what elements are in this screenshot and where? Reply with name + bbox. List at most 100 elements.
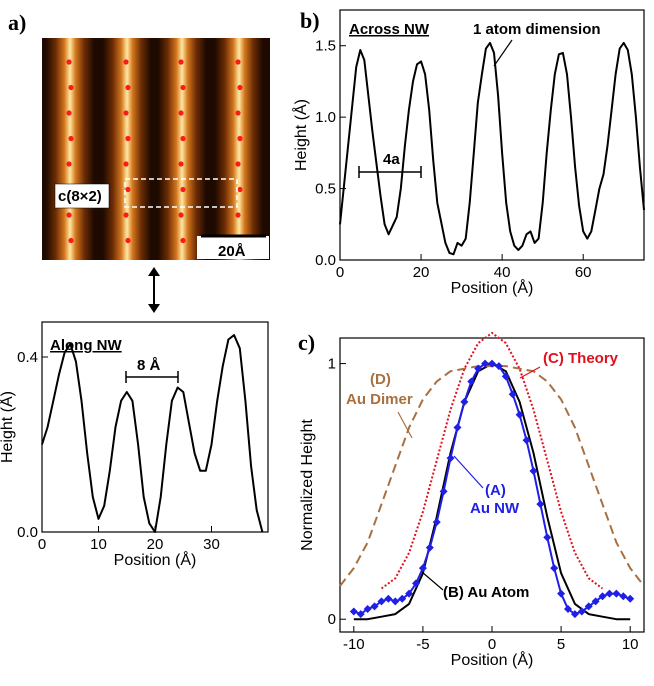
atom-dot	[180, 186, 186, 193]
x-tick-label: 5	[557, 636, 565, 653]
double-arrow-icon	[148, 267, 160, 313]
y-tick-label: 1.5	[315, 38, 336, 55]
data-marker	[432, 518, 441, 527]
atom-dot	[66, 110, 72, 116]
bracket-8a	[125, 371, 179, 383]
data-marker	[398, 594, 407, 603]
legend-nw: Au NW	[470, 500, 520, 517]
legend-nw-pointer	[453, 455, 484, 489]
data-marker	[370, 602, 379, 611]
data-marker	[598, 592, 607, 601]
annotation-along-nw: Along NW	[50, 337, 122, 354]
data-marker	[591, 597, 600, 606]
annotation-4a: 4a	[383, 151, 400, 168]
superstructure-label-box	[54, 183, 110, 209]
data-marker	[481, 359, 490, 368]
x-axis-label: Position (Å)	[451, 278, 534, 297]
atom-dot	[66, 212, 72, 218]
x-tick-label: 20	[147, 536, 164, 553]
annotation-pointer-line	[493, 39, 513, 67]
data-marker	[439, 487, 448, 496]
panel-label-b: b)	[300, 8, 320, 33]
atom-dot	[237, 84, 243, 91]
x-tick-label: -10	[343, 636, 365, 653]
stm-stripe	[215, 38, 263, 260]
atom-dot	[178, 212, 184, 218]
atom-dot	[68, 84, 74, 91]
atom-dot	[123, 110, 129, 116]
data-marker	[356, 610, 365, 619]
x-tick-label: 10	[622, 636, 639, 653]
stm-stripe	[46, 38, 94, 260]
annotation-8a: 8 Å	[137, 357, 161, 374]
legend-dimer-pointer	[397, 411, 413, 439]
x-tick-label: 0	[336, 264, 344, 281]
scale-bar-label: 20Å	[218, 243, 246, 260]
data-marker	[612, 589, 621, 598]
bracket-4a	[358, 166, 422, 178]
y-tick-label: 1.0	[315, 109, 336, 126]
superstructure-label: c(8×2)	[58, 188, 102, 205]
y-axis-label: Normalized Height	[299, 419, 316, 551]
atom-dot	[235, 212, 241, 218]
x-tick-label: -5	[416, 636, 429, 653]
data-marker	[488, 359, 496, 368]
panel-label-a: a)	[8, 10, 26, 35]
data-marker	[570, 610, 579, 619]
x-tick-label: 0	[38, 536, 46, 553]
atom-dot	[125, 84, 131, 91]
chart-across-nw: 0 20 40 60 0.0 0.5 1.0 1.5 Position (Å) Height (Å…	[291, 9, 645, 297]
data-marker	[529, 466, 538, 475]
data-marker	[508, 390, 517, 399]
chart-normalized-height: -10 -5 0 5 10 0 1 Position (Å) Normalized Height	[299, 331, 645, 669]
data-marker	[391, 597, 400, 606]
atom-dot	[123, 212, 129, 218]
atom-dot	[66, 161, 72, 167]
y-tick-label: 0.4	[17, 349, 38, 366]
atom-dot	[125, 135, 131, 142]
data-marker	[425, 543, 434, 552]
data-marker	[619, 592, 628, 601]
x-tick-label: 60	[575, 264, 592, 281]
x-axis-label: Position (Å)	[114, 550, 197, 569]
atom-dot	[66, 59, 72, 65]
x-tick-label: 10	[90, 536, 107, 553]
atom-dot	[68, 237, 74, 244]
data-marker	[349, 607, 358, 616]
legend-nw-id: (A)	[485, 482, 506, 499]
data-marker	[460, 397, 469, 406]
atom-dot	[235, 110, 241, 116]
y-tick-label: 0.5	[315, 181, 336, 198]
y-tick-label: 1	[328, 356, 336, 373]
atom-dot	[237, 186, 243, 193]
atom-dot	[125, 186, 131, 193]
data-marker	[377, 597, 386, 606]
data-marker	[536, 500, 545, 509]
y-tick-label: 0	[328, 611, 336, 628]
atom-dot	[237, 135, 243, 142]
data-marker	[494, 362, 503, 371]
data-marker	[418, 564, 427, 573]
data-marker	[363, 604, 372, 613]
legend-dimer-id: (D)	[370, 371, 391, 388]
y-axis-label: Height (Å)	[291, 99, 310, 171]
data-marker	[501, 372, 510, 381]
data-marker	[412, 579, 420, 588]
x-tick-label: 20	[413, 264, 430, 281]
x-axis-label: Position (Å)	[451, 650, 534, 669]
atom-dot	[235, 59, 241, 65]
unit-cell-box	[124, 178, 238, 208]
plot-frame	[339, 9, 645, 261]
data-marker	[557, 589, 566, 598]
x-tick-label: 0	[488, 636, 496, 653]
x-tick-label: 40	[494, 264, 511, 281]
data-marker	[584, 602, 593, 611]
series-line	[339, 41, 645, 256]
series-line	[41, 334, 264, 533]
atom-dot	[178, 110, 184, 116]
y-tick-label: 0.0	[315, 252, 336, 269]
stm-stripe	[103, 38, 151, 260]
legend-dimer: Au Dimer	[346, 391, 413, 408]
data-marker	[626, 594, 635, 603]
